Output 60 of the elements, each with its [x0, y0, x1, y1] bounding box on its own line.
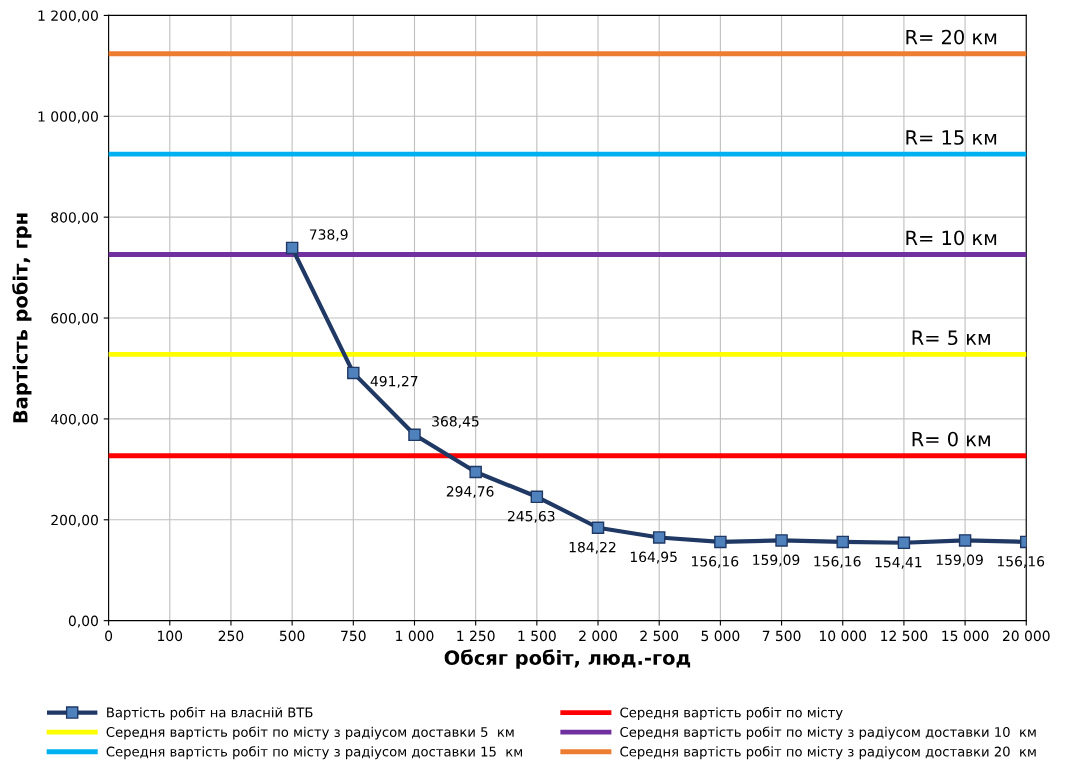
point — [775, 534, 788, 547]
data-label: 294,76 — [446, 486, 494, 499]
data-label: 159,09 — [936, 554, 983, 567]
x-tick-label: 1 000 — [396, 630, 434, 642]
x-tick-label: 0 — [105, 630, 113, 642]
point — [652, 531, 666, 544]
y-tick-label: 400,00 — [50, 413, 98, 426]
point — [958, 534, 972, 547]
point — [836, 535, 849, 549]
data-label: 164,95 — [630, 551, 677, 564]
legend-label: Середня вартість робіт по місту — [620, 706, 843, 720]
data-label: 159,09 — [753, 554, 800, 567]
legend-label: Середня вартість робіт по місту з радіусом доставки 20 км — [620, 746, 1036, 760]
data-label: 184,22 — [569, 541, 616, 554]
data-label: 245,63 — [508, 510, 555, 523]
legend-label: Середня вартість робіт по місту з радіусом доставки 15 км — [106, 746, 523, 760]
data-label: 156,16 — [814, 556, 861, 568]
x-tick-label: 500 — [279, 630, 305, 642]
point — [347, 366, 360, 380]
data-label: 156,16 — [692, 556, 739, 568]
y-tick-label: 0,00 — [68, 615, 98, 628]
point — [469, 465, 482, 479]
annotation: R= 15 км — [906, 130, 997, 145]
y-tick-label: 200,00 — [51, 514, 98, 527]
legend-label: Середня вартість робіт по місту з радіусом доставки 5 км — [106, 726, 514, 740]
annotation: R= 5 км — [912, 330, 990, 346]
point — [408, 428, 421, 442]
x-tick-label: 250 — [218, 630, 244, 642]
annotation: R= 20 км — [906, 29, 997, 45]
x-tick-label: 2 000 — [579, 630, 617, 642]
data-label: 154,41 — [875, 557, 922, 569]
x-axis-title: Обсяг робіт, люд.-год — [444, 649, 691, 669]
x-tick-label: 12 500 — [881, 630, 928, 642]
x-tick-label: 15 000 — [942, 630, 989, 642]
x-tick-label: 100 — [158, 630, 183, 642]
legend-label: Середня вартість робіт по місту з радіусом доставки 10 км — [620, 726, 1036, 740]
x-tick-label: 750 — [341, 630, 366, 642]
y-axis-title: Вартість робіт, грн — [12, 213, 32, 423]
data-label: 491,27 — [370, 375, 418, 388]
annotation: R= 10 км — [906, 230, 997, 246]
x-tick-label: 20 000 — [1002, 630, 1050, 642]
point — [530, 490, 544, 504]
y-tick-label: 1 000,00 — [38, 111, 98, 124]
legend-label: Вартість робіт на власній ВТБ — [107, 706, 313, 720]
data-label: 368,45 — [432, 416, 479, 428]
point — [285, 241, 299, 255]
x-tick-label: 1 250 — [457, 630, 495, 642]
x-tick-label: 5 000 — [701, 630, 740, 642]
y-tick-label: 1 200,00 — [38, 10, 98, 23]
data-label: 738,9 — [309, 229, 348, 242]
point — [591, 521, 605, 534]
y-tick-label: 800,00 — [51, 212, 98, 225]
x-tick-label: 7 500 — [762, 630, 801, 642]
point — [897, 536, 911, 550]
point — [714, 535, 727, 549]
y-tick-label: 600,00 — [51, 313, 98, 325]
x-tick-label: 2 500 — [640, 630, 679, 642]
x-tick-label: 10 000 — [819, 630, 867, 642]
annotation: R= 0 км — [912, 431, 990, 447]
x-tick-label: 1 500 — [518, 630, 556, 642]
